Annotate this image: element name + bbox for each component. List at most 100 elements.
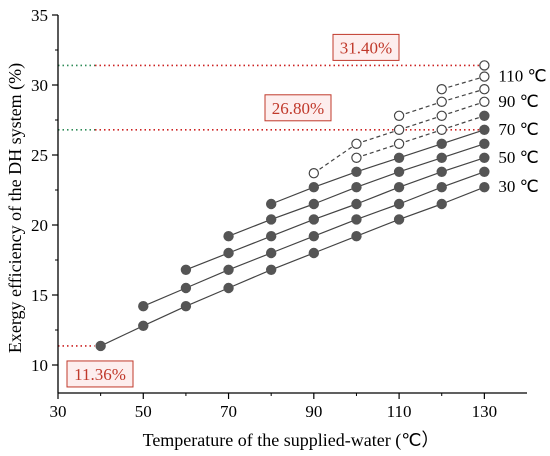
data-point-filled [351, 230, 362, 242]
data-point-filled [223, 264, 234, 275]
data-point-filled [308, 214, 320, 225]
y-tick-label: 10 [31, 356, 48, 375]
data-point-filled [223, 230, 234, 242]
series-line-segment [398, 186, 442, 205]
series-line-segment [441, 143, 485, 159]
data-point-filled [308, 198, 320, 210]
series-label: 90 ℃ [498, 92, 538, 111]
y-axis-label: Exergy efficiency of the DH system (%) [5, 63, 26, 353]
callout-box [66, 360, 134, 388]
data-point-open [308, 167, 320, 179]
data-point-filled [351, 198, 362, 210]
series-line-segment [228, 252, 272, 271]
series-line-segment [313, 171, 357, 188]
data-point-open [436, 124, 447, 136]
series-line-segment [356, 218, 400, 237]
series-line-segment [356, 143, 400, 159]
data-point-filled [180, 282, 192, 294]
data-point-filled [479, 124, 490, 136]
series-line-segment [228, 269, 272, 289]
series-line-segment [228, 218, 272, 237]
data-point-filled [265, 247, 277, 259]
data-point-filled [436, 181, 447, 193]
series-line-segment [270, 186, 315, 205]
series-line-segment [441, 115, 485, 131]
data-point-filled [393, 214, 405, 225]
data-point-filled [351, 166, 362, 177]
reference-lines [58, 64, 485, 347]
data-point-filled [308, 247, 320, 259]
data-point-open [479, 71, 490, 82]
series-line-segment [398, 129, 442, 145]
data-point-open [351, 152, 362, 163]
data-point-filled [479, 138, 490, 149]
callout-box [264, 94, 332, 122]
axes: 30 50 70 90 110 130 10 15 20 25 30 35 [31, 6, 527, 421]
data-point-open [393, 138, 405, 149]
data-point-open [351, 138, 362, 149]
series-line-segment [313, 143, 357, 174]
series-line-segment [398, 115, 442, 131]
callout-label: 11.36% [74, 365, 126, 384]
callout-label: 31.40% [340, 38, 392, 57]
data-point-open [436, 96, 447, 108]
data-point-filled [265, 230, 277, 242]
x-tick-label: 70 [220, 402, 237, 421]
data-point-filled [393, 152, 405, 163]
data-point-filled [351, 214, 362, 225]
series-lines [100, 76, 485, 347]
series-line-segment [398, 143, 442, 159]
series-line-segment [143, 287, 187, 307]
series-line-segment [441, 186, 485, 205]
data-point-open [393, 110, 405, 122]
data-point-filled [393, 166, 405, 177]
series-line-segment [313, 203, 357, 220]
data-point-filled [308, 181, 320, 193]
data-point-filled [138, 301, 149, 312]
series-line-segment [356, 129, 400, 145]
data-point-filled [479, 181, 490, 193]
series-line-segment [441, 76, 485, 90]
data-point-filled [393, 198, 405, 210]
series-line-segment [313, 186, 357, 205]
data-point-filled [265, 198, 277, 210]
data-point-filled [436, 152, 447, 163]
data-point-filled [393, 181, 405, 193]
data-point-filled [180, 301, 192, 312]
series-line-segment [185, 269, 229, 289]
x-tick-label: 30 [50, 402, 67, 421]
data-point-filled [265, 214, 277, 225]
series-line-segment [356, 203, 400, 220]
series-line-segment [270, 235, 315, 254]
y-tick-label: 15 [31, 286, 48, 305]
data-point-filled [138, 320, 149, 331]
series-line-segment [441, 88, 485, 103]
y-tick-label: 20 [31, 216, 48, 235]
data-point-open [436, 83, 447, 95]
data-point-filled [265, 264, 277, 275]
series-label: 50 ℃ [498, 148, 538, 167]
series-label: 70 ℃ [498, 120, 538, 139]
y-tick-label: 30 [31, 76, 48, 95]
data-point-filled [479, 166, 490, 177]
series-line-segment [356, 157, 400, 173]
series-line-segment [270, 252, 315, 271]
data-point-filled [223, 282, 234, 294]
data-point-open [479, 96, 490, 108]
callout-box [332, 33, 400, 61]
x-axis-label: Temperature of the supplied-water (℃） [143, 430, 440, 451]
data-point-filled [479, 152, 490, 163]
series-line-segment [441, 171, 485, 188]
data-point-filled [436, 138, 447, 149]
y-tick-label: 35 [31, 6, 48, 25]
data-point-filled [308, 230, 320, 242]
series-line-segment [441, 129, 485, 145]
series-line-segment [356, 171, 400, 188]
data-point-open [479, 60, 490, 71]
x-tick-label: 90 [305, 402, 322, 421]
series-line-segment [270, 203, 315, 220]
series-line-segment [313, 218, 357, 237]
data-point-open [436, 110, 447, 122]
series-label: 30 ℃ [498, 177, 538, 196]
data-point-filled [180, 264, 192, 275]
